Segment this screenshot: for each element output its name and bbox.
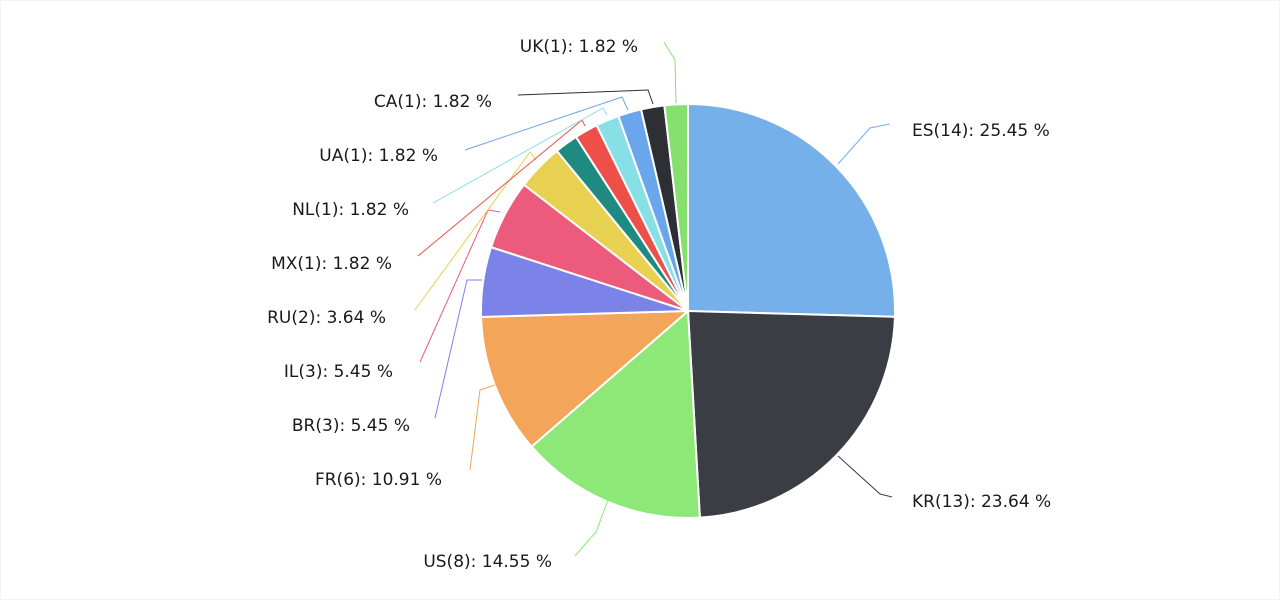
slice-label-es: ES(14): 25.45 % — [912, 121, 1050, 141]
slice-label-ua: UA(1): 1.82 % — [319, 146, 438, 166]
leader-line-ca — [517, 89, 654, 105]
leader-line-ua — [464, 96, 629, 151]
pie-slice-es[interactable] — [687, 103, 896, 318]
leader-line-nl — [432, 107, 608, 204]
slice-label-uk: UK(1): 1.82 % — [520, 37, 638, 57]
slice-labels: ES(14): 25.45 % KR(13): 23.64 % US(8): 14.… — [267, 37, 1051, 572]
slice-label-ca: CA(1): 1.82 % — [374, 92, 492, 112]
pie-slice-kr[interactable] — [687, 310, 896, 519]
slice-label-ru: RU(2): 3.64 % — [267, 308, 386, 328]
slice-label-br: BR(3): 5.45 % — [292, 416, 410, 436]
slice-label-kr: KR(13): 23.64 % — [912, 492, 1051, 512]
pie-slices — [480, 102, 896, 520]
slice-label-fr: FR(6): 10.91 % — [315, 470, 442, 490]
slice-label-mx: MX(1): 1.82 % — [271, 254, 392, 274]
leader-line-uk — [663, 41, 677, 104]
slice-label-il: IL(3): 5.45 % — [284, 362, 393, 382]
leader-line-es — [837, 123, 891, 165]
leader-line-kr — [837, 455, 893, 498]
leader-line-fr — [469, 384, 496, 471]
pie-slice-uk[interactable] — [663, 102, 689, 312]
pie-slice-fr[interactable] — [480, 310, 689, 448]
leader-line-br — [434, 279, 482, 419]
leader-line-us — [574, 499, 609, 557]
label-leader-lines — [414, 41, 893, 557]
slice-label-nl: NL(1): 1.82 % — [292, 200, 409, 220]
leader-line-ru — [414, 151, 537, 311]
slice-label-us: US(8): 14.55 % — [423, 552, 552, 572]
